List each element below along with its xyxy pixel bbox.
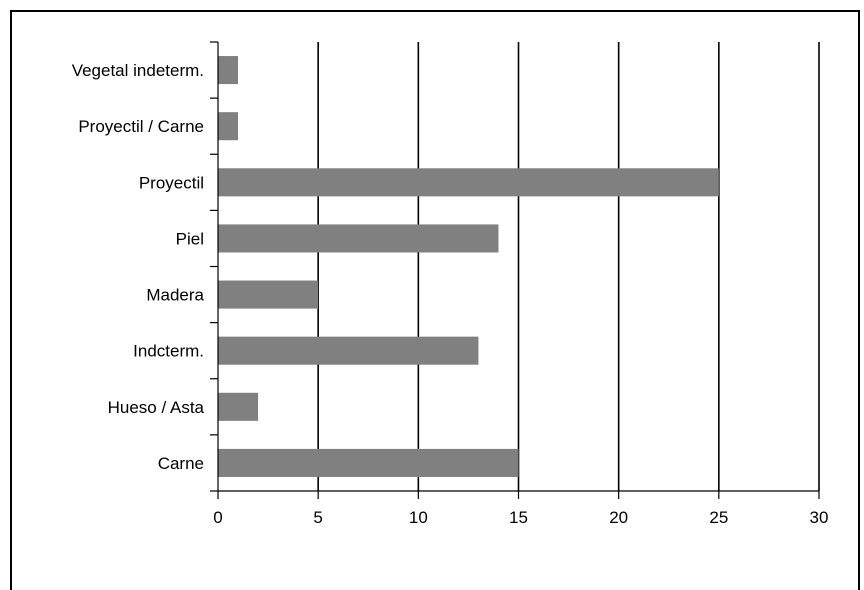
bar-chart: 0 5 10 15 20 25 30 Vegetal indeterm. Proyectil /… [72, 41, 829, 527]
x-tick-label-5: 5 [313, 508, 322, 527]
y-tick-label-6: Hueso / Asta [108, 398, 205, 417]
bar-7 [218, 448, 519, 477]
y-tick-label-7: Carne [158, 454, 204, 473]
bar-4 [218, 280, 319, 309]
x-tick-label-30: 30 [810, 508, 829, 527]
x-tick-label-0: 0 [213, 508, 222, 527]
y-tick-label-2: Proyectil [139, 173, 204, 192]
bar-0 [218, 56, 239, 85]
y-tick-label-1: Proyectil / Carne [78, 117, 204, 136]
x-tick-label-20: 20 [609, 508, 628, 527]
chart-frame [10, 10, 860, 590]
x-tick-label-25: 25 [709, 508, 728, 527]
bar-1 [218, 112, 239, 141]
bar-3 [218, 224, 499, 253]
bar-5 [218, 336, 479, 365]
bar-6 [218, 392, 259, 421]
y-tick-label-5: Indcterm. [133, 342, 204, 361]
x-tick-label-10: 10 [409, 508, 428, 527]
y-tick-label-3: Piel [176, 229, 204, 248]
bar-2 [218, 168, 719, 197]
y-tick-label-4: Madera [146, 286, 204, 305]
y-tick-label-0: Vegetal indeterm. [72, 61, 204, 80]
x-tick-label-15: 15 [509, 508, 528, 527]
